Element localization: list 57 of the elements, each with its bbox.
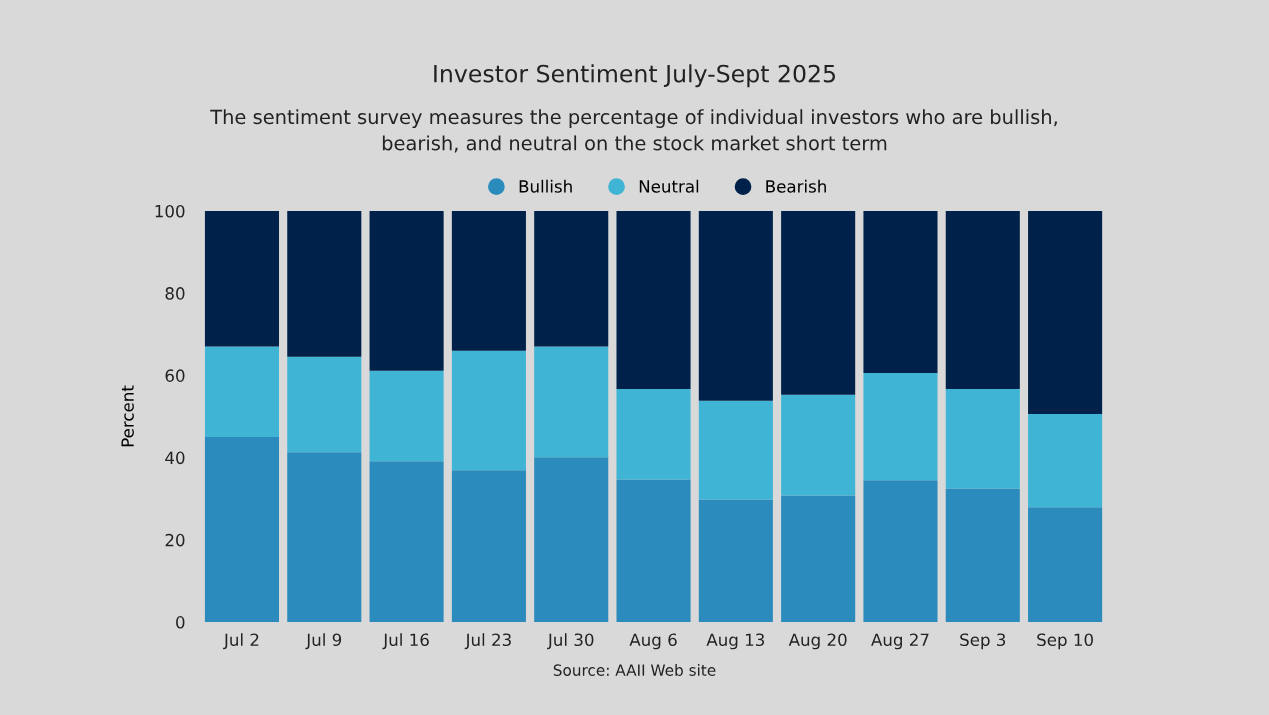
bar	[698, 499, 773, 623]
y-tick-label: 20	[165, 533, 185, 547]
bar	[781, 210, 856, 395]
bar	[616, 388, 691, 480]
x-tick-label: Aug 27	[871, 633, 929, 650]
y-tick-label: 80	[165, 287, 185, 300]
x-tick-label: Sep 10	[1037, 633, 1093, 650]
bar	[781, 495, 856, 623]
bar	[863, 210, 938, 373]
bar	[369, 210, 444, 371]
x-tick-label: Jul 23	[464, 633, 511, 650]
bar	[945, 488, 1020, 623]
bar	[1028, 414, 1103, 508]
x-tick-label: Jul 9	[305, 633, 342, 650]
bar	[369, 461, 444, 623]
bar	[698, 210, 773, 401]
y-tick-label: 40	[165, 451, 185, 465]
legend-label: Bearish	[766, 179, 826, 193]
bar	[534, 210, 609, 347]
bar	[287, 210, 362, 357]
bar	[616, 479, 691, 623]
bar	[781, 394, 856, 496]
legend-label: Bullish	[519, 179, 572, 193]
bar	[1028, 210, 1103, 415]
x-tick-label: Jul 16	[382, 633, 429, 650]
x-tick-label: Jul 30	[547, 633, 594, 650]
bar	[451, 210, 526, 351]
bar	[863, 372, 938, 481]
bar	[534, 346, 609, 458]
y-tick-label: 100	[155, 204, 185, 218]
source-note: Source: AAII Web site	[553, 664, 716, 676]
bar	[451, 470, 526, 623]
chart-subtitle: The sentiment survey measures the percentage of individual investors who are bullish, bearish, and neutral on the stock market short term	[210, 109, 1057, 153]
bar	[1028, 507, 1103, 623]
x-tick-label: Aug 20	[788, 633, 847, 650]
bar	[616, 210, 691, 389]
bar	[369, 370, 444, 462]
legend-label: Neutral	[639, 179, 699, 193]
y-tick-label: 0	[176, 616, 185, 629]
y-axis-title: Percent	[121, 385, 134, 447]
y-tick-label: 60	[165, 369, 185, 382]
x-tick-label: Aug 6	[629, 633, 677, 650]
x-tick-label: Aug 13	[706, 633, 765, 650]
bar	[698, 400, 773, 500]
bar	[945, 388, 1020, 489]
bar	[863, 480, 938, 623]
x-tick-label: Sep 3	[960, 633, 1006, 650]
chart-title: Investor Sentiment July-Sept 2025	[434, 64, 835, 88]
bar	[451, 350, 526, 471]
x-tick-label: Jul 2	[223, 633, 259, 650]
bar	[204, 210, 280, 347]
bar	[534, 457, 609, 623]
bar	[287, 452, 362, 623]
bar	[204, 346, 280, 438]
bar	[287, 356, 362, 453]
bar	[945, 210, 1020, 389]
bar	[204, 437, 280, 623]
